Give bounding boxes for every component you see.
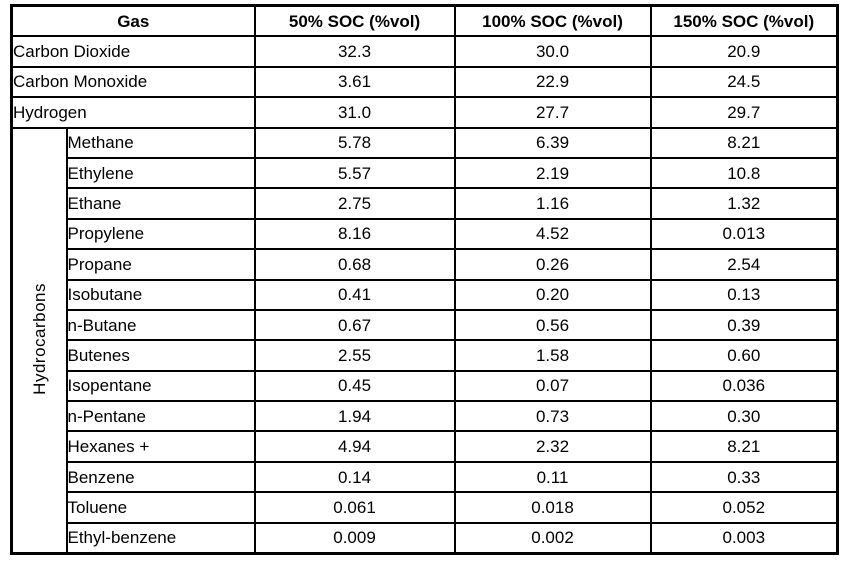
value-150soc: 8.21 (649, 430, 839, 463)
value-100soc: 2.32 (453, 430, 652, 463)
value-150soc: 0.33 (649, 460, 839, 494)
value-50soc: 0.061 (253, 491, 456, 524)
gas-name: Benzene (65, 460, 256, 494)
gas-name: Hydrogen (10, 96, 256, 129)
value-150soc: 0.036 (649, 369, 839, 403)
table-row: Ethane 2.75 1.16 1.32 (12, 187, 839, 220)
value-100soc: 0.20 (453, 278, 652, 311)
gas-name: Ethylene (65, 156, 256, 190)
gas-name: Hexanes + (65, 430, 256, 463)
table-row: Benzene 0.14 0.11 0.33 (12, 460, 839, 494)
value-100soc: 0.07 (453, 369, 652, 403)
gas-name: Carbon Monoxide (10, 65, 256, 99)
table-row: Hydrocarbons Methane 5.78 6.39 8.21 (10, 126, 839, 555)
value-100soc: 0.018 (453, 491, 652, 524)
gas-name: Methane (65, 126, 256, 159)
gas-composition-table: Gas 50% SOC (%vol) 100% SOC (%vol) 150% … (10, 4, 840, 556)
value-150soc: 0.30 (649, 400, 839, 433)
table-row: Carbon Dioxide 32.3 30.0 20.9 (10, 35, 839, 68)
table-row: n-Butane 0.67 0.56 0.39 (12, 308, 839, 342)
gas-name: n-Pentane (65, 400, 256, 433)
value-50soc: 0.41 (253, 278, 456, 311)
hydrocarbons-group-cell: Hydrocarbons (10, 126, 68, 555)
value-50soc: 8.16 (253, 217, 456, 251)
gas-name: Isobutane (65, 278, 256, 311)
gas-name: n-Butane (65, 308, 256, 342)
value-100soc: 30.0 (453, 35, 652, 68)
value-100soc: 0.002 (453, 521, 652, 555)
value-50soc: 0.68 (253, 248, 456, 281)
value-150soc: 0.003 (649, 521, 839, 555)
value-50soc: 5.78 (253, 126, 456, 159)
table-row: n-Pentane 1.94 0.73 0.30 (12, 400, 839, 433)
gas-name: Carbon Dioxide (10, 35, 256, 68)
value-100soc: 2.19 (453, 156, 652, 190)
value-100soc: 27.7 (453, 96, 652, 129)
table-row: Toluene 0.061 0.018 0.052 (12, 491, 839, 524)
table-row: Propylene 8.16 4.52 0.013 (12, 217, 839, 251)
value-50soc: 3.61 (253, 65, 456, 99)
value-150soc: 24.5 (649, 65, 839, 99)
hydrocarbons-group-label: Hydrocarbons (29, 282, 49, 395)
gas-name: Ethane (65, 187, 256, 220)
value-100soc: 0.73 (453, 400, 652, 433)
table-header-row: Gas 50% SOC (%vol) 100% SOC (%vol) 150% … (10, 4, 839, 38)
value-150soc: 0.13 (649, 278, 839, 311)
table-row: Carbon Monoxide 3.61 22.9 24.5 (10, 65, 839, 99)
table-row: Isopentane 0.45 0.07 0.036 (12, 369, 839, 403)
value-150soc: 0.013 (649, 217, 839, 251)
value-50soc: 2.55 (253, 339, 456, 372)
value-100soc: 22.9 (453, 65, 652, 99)
value-50soc: 31.0 (253, 96, 456, 129)
value-150soc: 1.32 (649, 187, 839, 220)
table-row: Hexanes +4.94 2.32 8.21 (12, 430, 839, 463)
value-50soc: 32.3 (253, 35, 456, 68)
value-150soc: 8.21 (649, 126, 839, 159)
gas-name: Propane (65, 248, 256, 281)
value-150soc: 0.60 (649, 339, 839, 372)
value-150soc: 10.8 (649, 156, 839, 190)
gas-name: Butenes (65, 339, 256, 372)
value-150soc: 0.39 (649, 308, 839, 342)
table-row: Propane 0.68 0.26 2.54 (12, 248, 839, 281)
gas-name: Isopentane (65, 369, 256, 403)
value-100soc: 0.56 (453, 308, 652, 342)
value-50soc: 1.94 (253, 400, 456, 433)
value-50soc: 0.009 (253, 521, 456, 555)
value-50soc: 0.67 (253, 308, 456, 342)
gas-name: Propylene (65, 217, 256, 251)
value-100soc: 1.58 (453, 339, 652, 372)
value-50soc: 2.75 (253, 187, 456, 220)
value-50soc: 5.57 (253, 156, 456, 190)
table-row: Butenes 2.55 1.58 0.60 (12, 339, 839, 372)
table-row: Isobutane 0.41 0.20 0.13 (12, 278, 839, 311)
column-header-150soc: 150% SOC (%vol) (649, 4, 839, 38)
value-50soc: 4.94 (253, 430, 456, 463)
value-100soc: 1.16 (453, 187, 652, 220)
value-150soc: 20.9 (649, 35, 839, 68)
value-150soc: 0.052 (649, 491, 839, 524)
gas-name: Toluene (65, 491, 256, 524)
column-header-100soc: 100% SOC (%vol) (453, 4, 652, 38)
value-50soc: 0.14 (253, 460, 456, 494)
column-header-gas: Gas (10, 4, 256, 38)
column-header-50soc: 50% SOC (%vol) (253, 4, 456, 38)
gas-name: Ethyl-benzene (65, 521, 256, 555)
value-100soc: 6.39 (453, 126, 652, 159)
value-150soc: 29.7 (649, 96, 839, 129)
value-150soc: 2.54 (649, 248, 839, 281)
value-100soc: 4.52 (453, 217, 652, 251)
value-100soc: 0.11 (453, 460, 652, 494)
value-50soc: 0.45 (253, 369, 456, 403)
table-row: Hydrogen 31.0 27.7 29.7 (10, 96, 839, 129)
value-100soc: 0.26 (453, 248, 652, 281)
table-row: Ethyl-benzene 0.009 0.002 0.003 (12, 521, 839, 555)
table-row: Ethylene 5.57 2.19 10.8 (12, 156, 839, 190)
